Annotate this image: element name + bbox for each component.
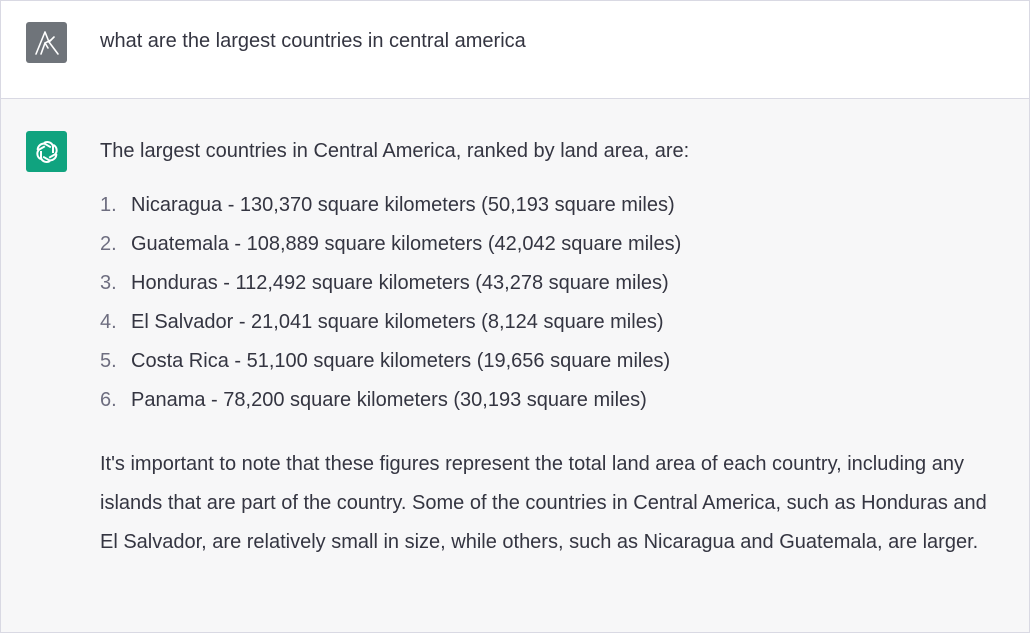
list-item: 3. Honduras - 112,492 square kilometers … — [100, 269, 1009, 308]
list-item-text: Costa Rica - 51,100 square kilometers (1… — [131, 350, 671, 372]
list-item: 5. Costa Rica - 51,100 square kilometers… — [100, 347, 1009, 386]
assistant-avatar — [26, 131, 67, 172]
assistant-message: The largest countries in Central America… — [1, 99, 1029, 632]
list-item: 2. Guatemala - 108,889 square kilometers… — [100, 230, 1009, 269]
assistant-note: It's important to note that these figure… — [100, 453, 987, 553]
list-item-number: 1. — [100, 194, 117, 216]
list-item-text: Nicaragua - 130,370 square kilometers (5… — [131, 194, 675, 216]
user-message-text: what are the largest countries in centra… — [100, 30, 526, 52]
list-item: 1. Nicaragua - 130,370 square kilometers… — [100, 191, 1009, 230]
list-item-number: 2. — [100, 233, 117, 255]
openai-logo-icon — [35, 140, 58, 163]
list-item-number: 3. — [100, 272, 117, 294]
assistant-intro: The largest countries in Central America… — [100, 140, 690, 162]
country-list: 1. Nicaragua - 130,370 square kilometers… — [100, 191, 1009, 425]
user-avatar — [26, 22, 67, 63]
list-item: 4. El Salvador - 21,041 square kilometer… — [100, 308, 1009, 347]
list-item-number: 4. — [100, 311, 117, 333]
list-item-text: Guatemala - 108,889 square kilometers (4… — [131, 233, 682, 255]
user-message: what are the largest countries in centra… — [1, 1, 1029, 99]
list-item-text: Honduras - 112,492 square kilometers (43… — [131, 272, 669, 294]
list-item-text: Panama - 78,200 square kilometers (30,19… — [131, 389, 647, 411]
user-fox-avatar-icon — [34, 30, 59, 55]
list-item-number: 5. — [100, 350, 117, 372]
list-item-text: El Salvador - 21,041 square kilometers (… — [131, 311, 664, 333]
assistant-message-content: The largest countries in Central America… — [100, 137, 1009, 562]
list-item: 6. Panama - 78,200 square kilometers (30… — [100, 386, 1009, 425]
list-item-number: 6. — [100, 389, 117, 411]
